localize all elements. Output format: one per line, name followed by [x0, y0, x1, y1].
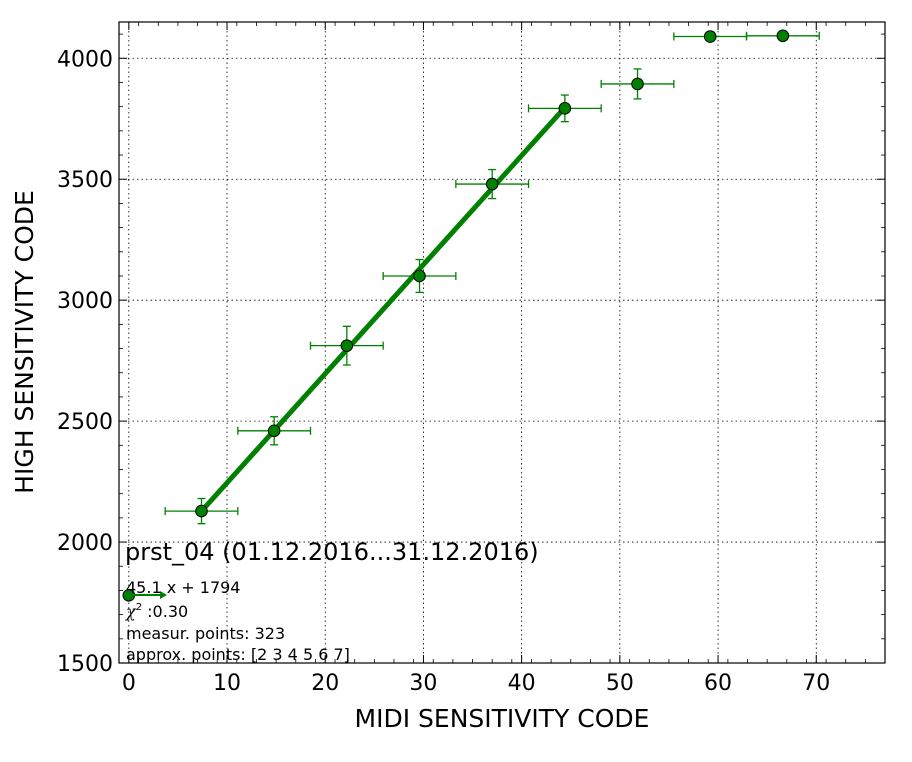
- annotation-box: prst_04 (01.12.2016...31.12.2016) 45.1 x…: [125, 538, 539, 664]
- ticks: [118, 22, 886, 664]
- x-tick-label: 40: [508, 671, 536, 696]
- chi-symbol: χ: [125, 602, 137, 621]
- annotation-title: prst_04 (01.12.2016...31.12.2016): [125, 538, 539, 566]
- fit-line-group: [199, 105, 567, 513]
- x-tick-label: 20: [311, 671, 339, 696]
- chi-exponent: 2: [136, 602, 142, 613]
- x-tick-label: 30: [409, 671, 437, 696]
- data-point: [413, 269, 426, 283]
- y-tick-label: 2500: [57, 410, 113, 435]
- annotation-equation: 45.1 x + 1794: [126, 578, 240, 597]
- x-tick-label: 10: [213, 671, 241, 696]
- y-tick-label: 4000: [57, 47, 113, 72]
- data-point: [195, 504, 208, 518]
- tick-labels: 0 10 20 30 40 50 60 70 1500 2000 2500 3000 3500 4000: [57, 47, 830, 696]
- data-point: [267, 424, 281, 438]
- y-tick-label: 3000: [57, 289, 113, 314]
- x-tick-label: 0: [122, 671, 136, 696]
- x-tick-label: 50: [606, 671, 634, 696]
- x-tick-label: 60: [704, 671, 732, 696]
- annotation-chi: χ2 :0.30: [125, 602, 188, 621]
- data-point: [485, 177, 499, 191]
- y-tick-label: 3500: [57, 168, 113, 193]
- y-tick-label: 1500: [57, 652, 113, 677]
- data-point: [776, 29, 790, 43]
- chi-value: :0.30: [142, 602, 188, 621]
- data-point: [703, 30, 717, 43]
- legend-arrowhead: [160, 591, 167, 599]
- y-tick-label: 2000: [57, 531, 113, 556]
- annotation-approx-points: approx. points: [2 3 4 5 6 7]: [126, 645, 350, 664]
- x-tick-label: 70: [802, 671, 830, 696]
- plot-frame: [118, 21, 886, 664]
- y-axis-label: HIGH SENSITIVITY CODE: [10, 190, 39, 494]
- data-point: [631, 77, 644, 91]
- data-point: [340, 339, 354, 352]
- data-point: [558, 102, 572, 115]
- fit-line: [199, 105, 567, 513]
- plot-background: [119, 22, 885, 663]
- x-axis-label: MIDI SENSITIVITY CODE: [355, 704, 650, 733]
- annotation-measur-points: measur. points: 323: [126, 624, 285, 643]
- data-points: [122, 29, 790, 602]
